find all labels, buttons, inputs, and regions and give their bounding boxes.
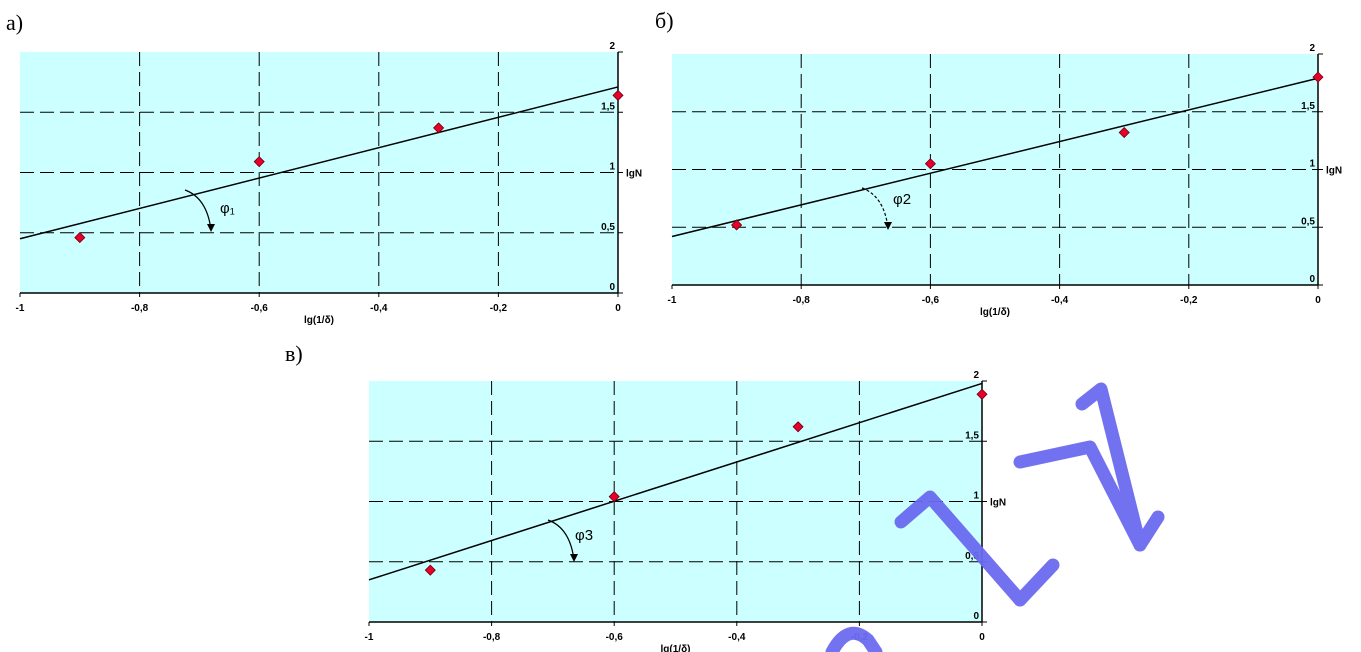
fit-line bbox=[19, 86, 619, 240]
x-tick-label: 0 bbox=[615, 303, 621, 314]
panel-label: а) bbox=[6, 10, 23, 35]
y-tick-label: 1,5 bbox=[601, 101, 615, 112]
data-point bbox=[1118, 126, 1130, 139]
data-point bbox=[924, 158, 936, 170]
y-tick-label: 1 bbox=[609, 162, 615, 173]
data-point bbox=[612, 89, 624, 101]
y-tick-label: 0 bbox=[1309, 274, 1315, 285]
x-tick-label: -0,2 bbox=[1180, 295, 1198, 306]
angle-arrowhead bbox=[570, 554, 578, 562]
y-tick-label: 0 bbox=[609, 282, 615, 293]
angle-arrowhead bbox=[207, 224, 215, 232]
x-axis-title: lg(1/δ) bbox=[661, 644, 691, 652]
panel-label: б) bbox=[655, 8, 674, 33]
x-tick-label: -1 bbox=[668, 295, 677, 306]
fit-line bbox=[368, 382, 983, 581]
panel-label: в) bbox=[285, 341, 303, 366]
y-tick-label: 2 bbox=[609, 41, 615, 52]
y-axis-title: lgN bbox=[1326, 166, 1342, 177]
plot-area bbox=[20, 52, 618, 293]
x-axis-title: lg(1/δ) bbox=[980, 307, 1010, 318]
y-tick-label: 0,5 bbox=[1301, 216, 1315, 227]
data-point bbox=[74, 232, 86, 244]
chart-panel-2: б) -1 -0,8 -0,6 -0,4 -0,2 00 0,5 1 1,5 2 lgN lg(1/δ)… bbox=[655, 8, 1342, 318]
data-point bbox=[792, 421, 804, 433]
y-tick-label: 1 bbox=[973, 491, 979, 502]
x-tick-label: -0,6 bbox=[922, 295, 940, 306]
x-tick-label: -0,8 bbox=[131, 303, 149, 314]
watermark-stroke-5 bbox=[825, 626, 883, 652]
data-point bbox=[976, 388, 988, 400]
x-tick-label: -0,6 bbox=[251, 303, 269, 314]
x-tick-label: -1 bbox=[16, 303, 25, 314]
data-point bbox=[433, 122, 445, 134]
watermark-stroke-2 bbox=[1075, 382, 1147, 552]
watermark-stroke-4 bbox=[1013, 558, 1060, 607]
x-tick-label: -0,2 bbox=[490, 303, 508, 314]
x-tick-label: -0,4 bbox=[1051, 295, 1069, 306]
data-point bbox=[1312, 71, 1324, 83]
angle-arrowhead bbox=[884, 222, 892, 230]
x-tick-label: 0 bbox=[1315, 295, 1321, 306]
y-tick-label: 0,5 bbox=[965, 551, 979, 562]
y-axis-title: lgN bbox=[990, 498, 1006, 509]
y-tick-label: 1,5 bbox=[965, 430, 979, 441]
y-tick-label: 1 bbox=[1309, 159, 1315, 170]
angle-label: φ3 bbox=[575, 527, 593, 544]
x-tick-label: -0,6 bbox=[606, 632, 624, 643]
x-axis-title: lg(1/δ) bbox=[304, 315, 334, 326]
data-point bbox=[608, 491, 620, 503]
watermark-stroke-1 bbox=[1013, 440, 1165, 552]
angle-label: φ₁ bbox=[220, 200, 235, 217]
y-tick-label: 1,5 bbox=[1301, 101, 1315, 112]
y-tick-label: 2 bbox=[973, 370, 979, 381]
watermark-letters bbox=[825, 382, 1165, 652]
y-axis-title: lgN bbox=[626, 169, 642, 180]
y-tick-label: 0 bbox=[973, 611, 979, 622]
fit-line bbox=[671, 77, 1319, 238]
watermark-stroke-3 bbox=[894, 490, 1027, 607]
angle-label: φ2 bbox=[893, 191, 911, 208]
chart-panel-1: а) -1 -0,8 -0,6 -0,4 -0,2 00 0,5 1 1,5 2 lgN lg(1/δ)… bbox=[6, 10, 642, 326]
x-tick-label: -1 bbox=[365, 632, 374, 643]
x-tick-label: -0,4 bbox=[370, 303, 388, 314]
data-point bbox=[253, 156, 265, 168]
y-tick-label: 2 bbox=[1309, 43, 1315, 54]
x-tick-label: -0,8 bbox=[483, 632, 501, 643]
y-tick-label: 0,5 bbox=[601, 222, 615, 233]
x-tick-label: -0,8 bbox=[793, 295, 811, 306]
chart-panel-3: в)-1 -0,8 -0,6 -0,4 -0,2 000,511,52lgNlg(1/δ)… bbox=[285, 341, 1006, 652]
x-tick-label: 0 bbox=[979, 632, 985, 643]
data-point bbox=[424, 564, 436, 576]
x-tick-label: -0,4 bbox=[728, 632, 746, 643]
data-point bbox=[731, 219, 743, 231]
